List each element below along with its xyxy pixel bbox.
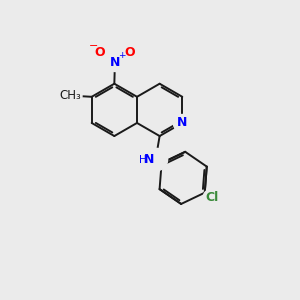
Text: O: O [94, 46, 105, 59]
Text: H: H [139, 155, 147, 165]
Text: O: O [125, 46, 135, 59]
Text: N: N [144, 152, 154, 166]
Text: Cl: Cl [206, 191, 219, 204]
Text: N: N [110, 56, 120, 69]
Text: CH₃: CH₃ [59, 89, 81, 102]
Text: −: − [89, 41, 98, 51]
Text: +: + [118, 51, 125, 60]
Text: N: N [177, 116, 188, 130]
